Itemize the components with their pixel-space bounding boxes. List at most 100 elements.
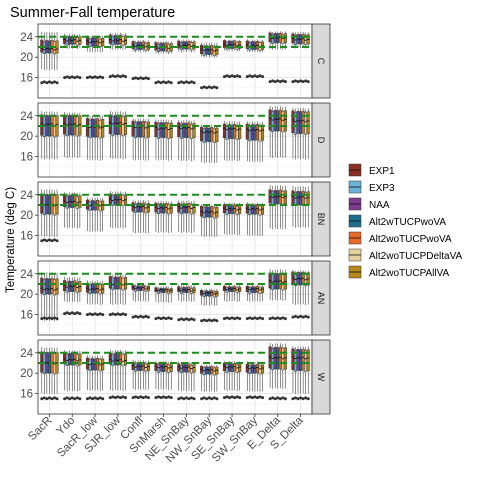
box-exp1: [200, 289, 204, 296]
box-alt2wotucpdeltava: [258, 365, 262, 375]
outlier-point: [255, 396, 259, 400]
outlier-point: [159, 317, 163, 321]
box-exp3: [202, 367, 206, 376]
legend-label: EXP1: [369, 166, 395, 177]
outlier-point: [75, 311, 79, 315]
box-alt2wotucpallva: [215, 366, 219, 375]
outlier-point: [192, 397, 196, 401]
outlier-point: [75, 75, 79, 79]
box-alt2wotucpallva: [238, 205, 242, 214]
outlier-point: [164, 317, 168, 321]
box-naa: [228, 363, 232, 372]
outlier-point: [281, 316, 285, 320]
box-exp1: [200, 126, 204, 142]
box-naa: [136, 121, 140, 138]
outlier-point: [124, 396, 128, 400]
outlier-point: [50, 81, 54, 85]
outlier-point: [235, 74, 239, 78]
outlier-point: [63, 76, 67, 80]
outlier-point: [139, 395, 143, 399]
box-exp1: [291, 110, 295, 133]
legend-item-exp1: EXP1: [348, 163, 395, 177]
outlier-point: [169, 317, 173, 321]
y-tick-label: 24: [20, 269, 33, 281]
box-naa: [205, 366, 209, 375]
box-alt2wotucpallva: [306, 349, 310, 371]
box-alt2wotucpdeltava: [258, 287, 262, 294]
outlier-point: [250, 317, 254, 321]
outlier-point: [131, 315, 135, 319]
box-alt2wtucpwova: [276, 110, 280, 132]
box-alt2wotucpwova: [301, 190, 305, 205]
legend-label: Alt2woTUCPDeltaVA: [369, 251, 463, 262]
y-tick-label: 20: [20, 289, 33, 301]
box-alt2wotucpdeltava: [212, 291, 216, 298]
box-naa: [273, 110, 277, 131]
outlier-point: [78, 76, 82, 80]
outlier-point: [113, 313, 117, 317]
outlier-point: [179, 317, 183, 321]
outlier-point: [118, 75, 122, 79]
x-axis: SacR YdoSacR_lowSJR_lowConflSnMarshNE_SnB…: [26, 414, 306, 465]
box-alt2wotucpdeltava: [235, 206, 239, 215]
outlier-point: [108, 313, 112, 317]
outlier-point: [182, 397, 186, 401]
box-alt2wtucpwova: [253, 124, 257, 141]
facet-strip: [311, 260, 331, 336]
outlier-point: [55, 317, 59, 321]
box-alt2wotucpwova: [141, 120, 145, 137]
legend-label: NAA: [369, 200, 390, 211]
outlier-point: [47, 238, 51, 242]
outlier-point: [296, 397, 300, 401]
outlier-point: [215, 86, 219, 90]
box-alt2wotucpwova: [278, 189, 282, 204]
legend-label: Alt2wTUCPwoVA: [369, 217, 446, 228]
outlier-point: [131, 396, 135, 400]
box-alt2wtucpwova: [162, 288, 166, 294]
box-alt2wotucpallva: [169, 203, 173, 214]
box-exp3: [156, 364, 161, 373]
box-alt2wotucpwova: [50, 193, 54, 214]
outlier-point: [88, 396, 92, 400]
box-alt2wtucpwova: [276, 33, 280, 44]
box-exp1: [108, 114, 112, 134]
outlier-point: [281, 79, 285, 83]
box-exp1: [131, 120, 135, 137]
outlier-point: [55, 397, 59, 401]
facet-strip: [311, 102, 331, 178]
y-tick-label: 24: [20, 348, 33, 360]
outlier-point: [116, 312, 120, 316]
box-alt2wotucpallva: [146, 203, 150, 213]
outlier-point: [121, 395, 125, 399]
outlier-point: [78, 312, 82, 316]
outlier-point: [179, 80, 183, 84]
outlier-point: [187, 81, 191, 85]
outlier-point: [301, 80, 305, 84]
outlier-point: [73, 397, 77, 401]
outlier-point: [42, 238, 46, 242]
box-alt2wotucpwova: [96, 118, 100, 137]
box-exp1: [108, 276, 112, 289]
box-exp1: [268, 109, 272, 131]
outlier-point: [248, 395, 252, 399]
box-exp3: [111, 277, 115, 290]
box-alt2wotucpdeltava: [189, 365, 194, 374]
chart-title: Summer-Fall temperature: [10, 5, 175, 21]
box-alt2wotucpwova: [164, 287, 168, 293]
outlier-point: [238, 317, 242, 321]
box-alt2wotucpwova: [210, 366, 214, 374]
outlier-point: [200, 86, 204, 90]
outlier-point: [306, 80, 310, 84]
box-naa: [113, 115, 117, 135]
box-exp3: [156, 288, 161, 294]
box-alt2wotucpdeltava: [258, 125, 262, 142]
outlier-point: [291, 397, 295, 401]
outlier-point: [276, 79, 280, 83]
box-exp1: [85, 118, 89, 137]
outlier-point: [299, 396, 303, 400]
box-alt2wotucpdeltava: [189, 204, 194, 215]
box-naa: [159, 363, 163, 372]
box-alt2wtucpwova: [299, 349, 303, 371]
box-exp3: [271, 348, 275, 370]
outlier-point: [304, 79, 308, 83]
